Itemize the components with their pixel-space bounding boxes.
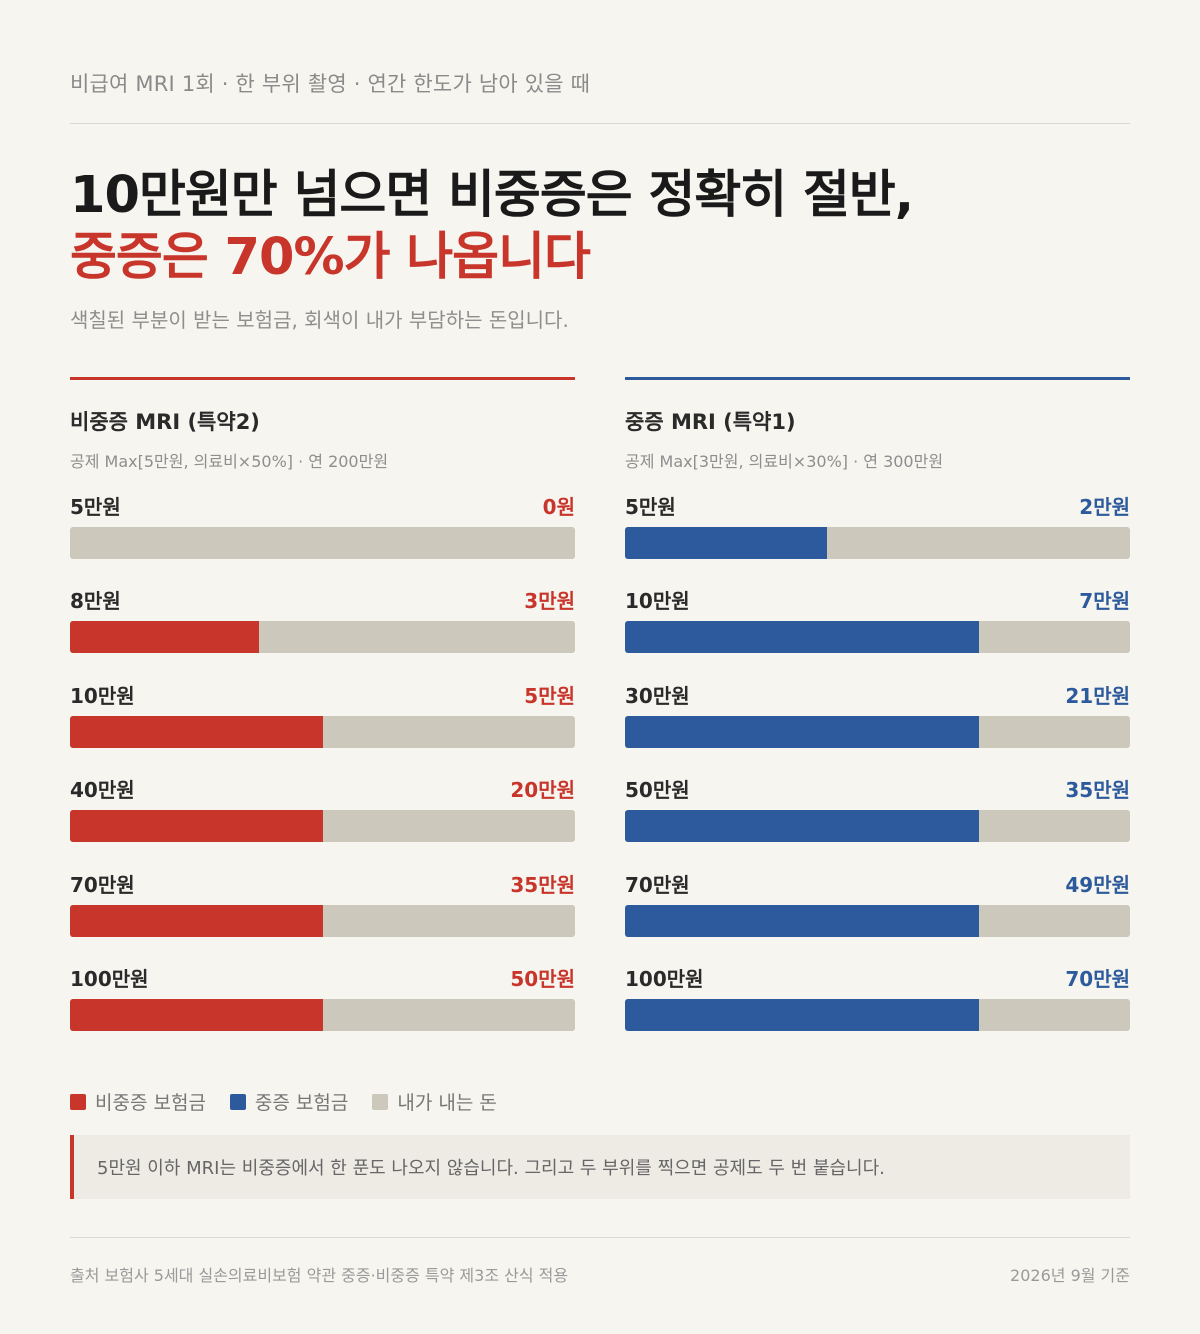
- kicker-text: 비급여 MRI 1회 · 한 부위 촬영 · 연간 한도가 남아 있을 때: [70, 72, 591, 96]
- non-severe-bar-track: [70, 621, 575, 654]
- severe-value-label: 7만원: [1079, 589, 1130, 614]
- severe-bar-fill: [625, 527, 827, 559]
- bottom-divider: [70, 1237, 1130, 1238]
- non-severe-accent-line: [70, 377, 575, 380]
- severe-value-label: 35만원: [1065, 778, 1130, 803]
- non-severe-bar-row: 8만원 3만원: [70, 585, 575, 679]
- severe-bar-fill: [625, 998, 979, 1031]
- non-severe-category-label: 70만원: [70, 872, 135, 897]
- non-severe-chart-title: 비중증 MRI (특약2): [70, 410, 260, 434]
- severe-bar-row: 70만원 49만원: [625, 869, 1130, 963]
- severe-bar-fill: [625, 810, 979, 843]
- severe-bar-fill: [625, 715, 979, 748]
- headline-line1: 10만원만 넘으면 비중증은 정확히 절반,: [70, 166, 914, 225]
- severe-accent-line: [625, 377, 1130, 380]
- non-severe-bar-track: [70, 810, 575, 843]
- legend-item-severe: 중증 보험금: [229, 1088, 349, 1115]
- non-severe-bar-row: 10만원 5만원: [70, 680, 575, 774]
- severe-value-label: 49만원: [1065, 872, 1130, 897]
- non-severe-rows: 5만원 0원 8만원 3만원 10만원 5만원 40만원 20만원 70만원 35만원 100만원 5…: [70, 491, 575, 1057]
- severe-bar-row: 30만원 21만원: [625, 680, 1130, 774]
- non-severe-value-label: 20만원: [510, 778, 575, 803]
- non-severe-category-label: 8만원: [70, 589, 121, 614]
- legend-swatch-non-severe: [70, 1093, 86, 1110]
- severe-chart: 중증 MRI (특약1) 공제 Max[3만원, 의료비×30%] · 연 30…: [625, 377, 1130, 1031]
- legend-swatch-self-pay: [372, 1093, 389, 1110]
- severe-rows: 5만원 2만원 10만원 7만원 30만원 21만원 50만원 35만원 70만원 49만원 100…: [625, 491, 1130, 1057]
- top-divider: [70, 123, 1130, 124]
- severe-bar-track: [625, 527, 1130, 559]
- non-severe-bar-row: 100만원 50만원: [70, 963, 575, 1057]
- non-severe-category-label: 100만원: [70, 966, 149, 991]
- non-severe-value-label: 50만원: [510, 966, 575, 991]
- non-severe-bar-track: [70, 715, 575, 748]
- severe-bar-fill: [625, 904, 979, 937]
- headline-line2: 중증은 70%가 나옵니다: [70, 228, 591, 287]
- non-severe-value-label: 5만원: [524, 683, 575, 708]
- non-severe-chart: 비중증 MRI (특약2) 공제 Max[5만원, 의료비×50%] · 연 2…: [70, 377, 575, 1031]
- severe-category-label: 10만원: [625, 589, 690, 614]
- legend-label-severe: 중증 보험금: [254, 1092, 349, 1114]
- severe-category-label: 30만원: [625, 683, 690, 708]
- severe-category-label: 5만원: [625, 495, 676, 519]
- non-severe-bar-track: [70, 527, 575, 559]
- non-severe-bar-row: 70만원 35만원: [70, 869, 575, 963]
- non-severe-chart-subtitle: 공제 Max[5만원, 의료비×50%] · 연 200만원: [70, 452, 389, 471]
- non-severe-bar-fill: [70, 998, 323, 1031]
- legend-label-non-severe: 비중증 보험금: [95, 1092, 206, 1114]
- non-severe-bar-track: [70, 904, 575, 937]
- subtitle: 색칠된 부분이 받는 보험금, 회색이 내가 부담하는 돈입니다.: [70, 308, 569, 332]
- severe-bar-fill: [625, 621, 979, 654]
- legend-item-self-pay: 내가 내는 돈: [372, 1088, 497, 1115]
- headline: 10만원만 넘으면 비중증은 정확히 절반, 중증은 70%가 나옵니다: [70, 165, 914, 289]
- non-severe-value-label: 0원: [542, 495, 575, 519]
- non-severe-category-label: 40만원: [70, 778, 135, 803]
- severe-value-label: 2만원: [1079, 495, 1130, 519]
- non-severe-bar-row: 40만원 20만원: [70, 774, 575, 868]
- non-severe-bar-row: 5만원 0원: [70, 491, 575, 585]
- severe-chart-subtitle: 공제 Max[3만원, 의료비×30%] · 연 300만원: [625, 452, 944, 471]
- non-severe-bar-track: [70, 998, 575, 1031]
- legend: 비중증 보험금 중증 보험금 내가 내는 돈: [70, 1088, 497, 1115]
- severe-category-label: 100만원: [625, 966, 704, 991]
- severe-bar-track: [625, 998, 1130, 1031]
- non-severe-bar-fill: [70, 621, 260, 654]
- footer: 출처 보험사 5세대 실손의료비보험 약관 중증·비중증 특약 제3조 산식 적…: [70, 1262, 1130, 1286]
- severe-bar-track: [625, 621, 1130, 654]
- severe-bar-row: 100만원 70만원: [625, 963, 1130, 1057]
- severe-bar-track: [625, 715, 1130, 748]
- severe-value-label: 70만원: [1065, 966, 1130, 991]
- severe-bar-track: [625, 810, 1130, 843]
- severe-bar-row: 10만원 7만원: [625, 585, 1130, 679]
- legend-item-non-severe: 비중증 보험금: [70, 1088, 206, 1115]
- callout-note-text: 5만원 이하 MRI는 비중증에서 한 푼도 나오지 않습니다. 그리고 두 부…: [97, 1158, 885, 1179]
- non-severe-category-label: 10만원: [70, 683, 135, 708]
- footer-date: 2026년 9월 기준: [1010, 1266, 1130, 1285]
- callout-note: 5만원 이하 MRI는 비중증에서 한 푼도 나오지 않습니다. 그리고 두 부…: [70, 1135, 1130, 1199]
- severe-chart-title: 중증 MRI (특약1): [625, 410, 796, 434]
- severe-value-label: 21만원: [1065, 683, 1130, 708]
- non-severe-bar-fill: [70, 810, 323, 843]
- non-severe-value-label: 3만원: [524, 589, 575, 614]
- severe-category-label: 70만원: [625, 872, 690, 897]
- severe-category-label: 50만원: [625, 778, 690, 803]
- legend-swatch-severe: [229, 1093, 246, 1110]
- non-severe-category-label: 5만원: [70, 495, 121, 519]
- legend-label-self-pay: 내가 내는 돈: [397, 1092, 497, 1114]
- non-severe-bar-fill: [70, 904, 323, 937]
- severe-bar-row: 5만원 2만원: [625, 491, 1130, 585]
- non-severe-bar-fill: [70, 715, 323, 748]
- non-severe-value-label: 35만원: [510, 872, 575, 897]
- footer-source: 출처 보험사 5세대 실손의료비보험 약관 중증·비중증 특약 제3조 산식 적…: [70, 1266, 569, 1285]
- severe-bar-track: [625, 904, 1130, 937]
- severe-bar-row: 50만원 35만원: [625, 774, 1130, 868]
